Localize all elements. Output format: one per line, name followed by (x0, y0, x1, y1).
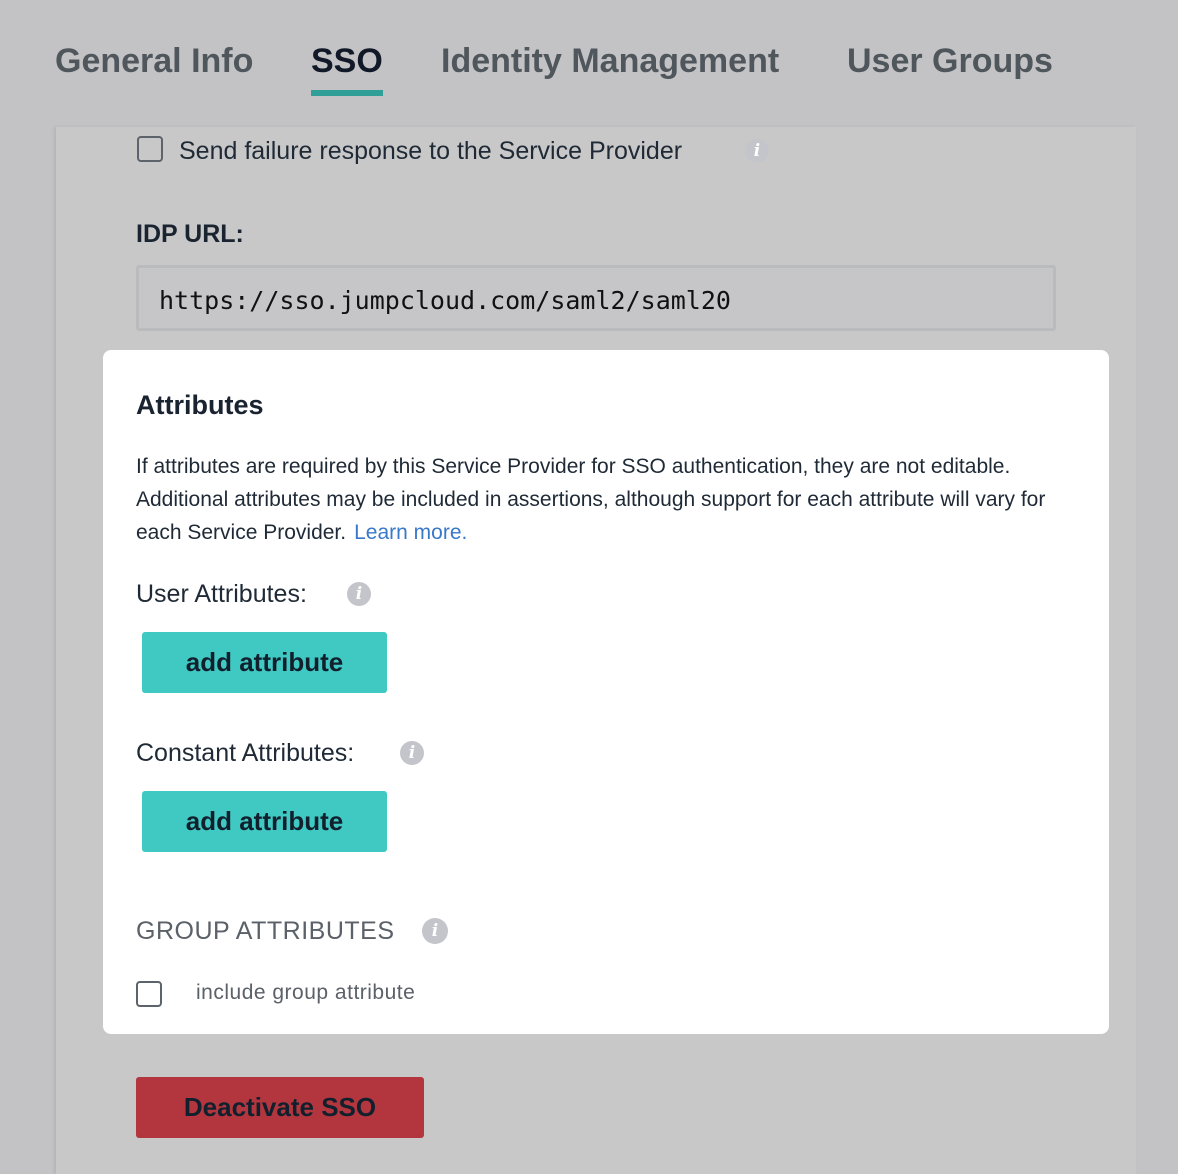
add-user-attribute-button[interactable]: add attribute (142, 632, 387, 693)
failure-response-checkbox[interactable] (137, 136, 163, 162)
tab-general-info[interactable]: General Info (55, 42, 254, 80)
failure-response-label: Send failure response to the Service Pro… (179, 137, 683, 165)
description-text: If attributes are required by this Servi… (136, 455, 1046, 544)
learn-more-link[interactable]: Learn more. (354, 521, 468, 544)
add-constant-attribute-button[interactable]: add attribute (142, 791, 387, 852)
info-icon[interactable]: i (400, 741, 424, 765)
idp-url-field[interactable]: https://sso.jumpcloud.com/saml2/saml20 (136, 265, 1056, 331)
attributes-description: If attributes are required by this Servi… (136, 450, 1066, 549)
include-group-label: include group attribute (196, 981, 416, 1004)
include-group-checkbox[interactable] (136, 981, 162, 1007)
tab-identity-management[interactable]: Identity Management (441, 42, 780, 80)
deactivate-sso-button[interactable]: Deactivate SSO (136, 1077, 424, 1138)
tab-user-groups[interactable]: User Groups (847, 42, 1053, 80)
tab-sso[interactable]: SSO (311, 42, 383, 96)
info-icon[interactable]: i (347, 582, 371, 606)
user-attributes-label: User Attributes: (136, 580, 307, 608)
group-attributes-label: GROUP ATTRIBUTES (136, 917, 395, 945)
constant-attributes-label: Constant Attributes: (136, 739, 355, 767)
attributes-title: Attributes (136, 390, 264, 420)
idp-url-label: IDP URL: (136, 220, 244, 248)
info-icon[interactable]: i (745, 139, 769, 163)
info-icon[interactable]: i (422, 918, 448, 944)
